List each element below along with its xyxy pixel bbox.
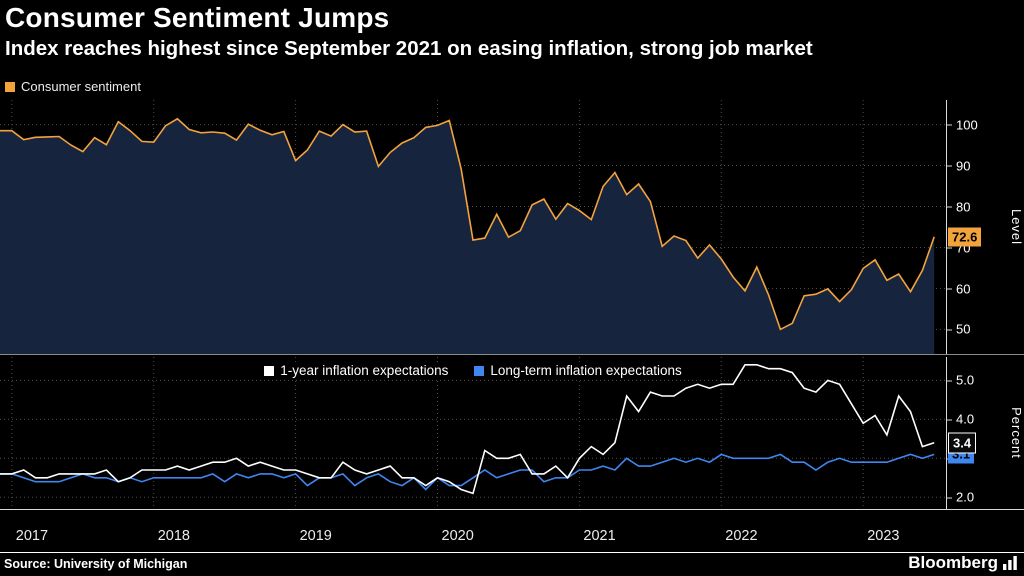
y-tick-label: 2.0 bbox=[946, 489, 975, 505]
bloomberg-logo-icon bbox=[1003, 556, 1017, 570]
y-tick-label: 80 bbox=[946, 199, 971, 214]
legend-swatch-orange bbox=[5, 81, 15, 92]
bloomberg-brand-text: Bloomberg bbox=[908, 553, 998, 572]
source-text: Source: University of Michigan bbox=[4, 557, 188, 571]
page-subtitle: Index reaches highest since September 20… bbox=[5, 37, 813, 60]
inflation-legend: 1-year inflation expectations Long-term … bbox=[0, 362, 946, 379]
inflation-chart-panel: 1-year inflation expectations Long-term … bbox=[0, 357, 1024, 509]
y-tick-label: 90 bbox=[946, 158, 971, 173]
x-tick-label: 2023 bbox=[867, 528, 900, 544]
y-tick-label: 50 bbox=[946, 321, 971, 337]
inflation-y-axis: Percent 3.4 3.1 2.03.04.05.0 bbox=[946, 357, 1024, 509]
legend-label-1yr: 1-year inflation expectations bbox=[280, 363, 449, 378]
x-axis-line bbox=[0, 509, 1024, 510]
y-tick-label: 60 bbox=[946, 281, 971, 296]
sentiment-y-axis: Level 72.6 50 60 70 80 90 100 bbox=[946, 100, 1024, 354]
inflation-chart bbox=[0, 357, 946, 509]
panel-divider bbox=[0, 354, 1024, 355]
legend-label-sentiment: Consumer sentiment bbox=[21, 79, 141, 94]
y-axis-unit-percent: Percent bbox=[1009, 407, 1024, 459]
page-title: Consumer Sentiment Jumps bbox=[5, 2, 390, 33]
y-tick-label: 100 bbox=[947, 117, 978, 133]
x-tick-label: 2022 bbox=[725, 528, 758, 544]
legend-item-longterm: Long-term inflation expectations bbox=[469, 362, 687, 379]
sentiment-legend: Consumer sentiment bbox=[5, 79, 141, 94]
x-tick-label: 2020 bbox=[441, 528, 474, 544]
y-tick-label: 4.0 bbox=[946, 411, 975, 427]
footer-rule bbox=[0, 552, 1024, 553]
sentiment-chart-panel: Level 72.6 50 60 70 80 90 100 bbox=[0, 100, 1024, 354]
sentiment-value-badge: 72.6 bbox=[948, 227, 982, 247]
x-axis-labels: 2017 2018 2019 2020 2021 2022 2023 bbox=[0, 524, 1024, 550]
y-tick-label: 5.0 bbox=[946, 372, 975, 388]
x-tick-label: 2021 bbox=[583, 528, 616, 544]
legend-label-longterm: Long-term inflation expectations bbox=[490, 363, 682, 378]
y-axis-unit-level: Level bbox=[1009, 208, 1024, 246]
sentiment-chart bbox=[0, 100, 946, 354]
x-tick-label: 2017 bbox=[15, 528, 49, 544]
legend-swatch-blue bbox=[474, 365, 485, 376]
one-year-expectation-badge: 3.4 bbox=[948, 432, 977, 454]
legend-item-1yr: 1-year inflation expectations bbox=[259, 362, 454, 379]
bloomberg-wordmark: Bloomberg bbox=[908, 553, 1018, 573]
legend-swatch-white bbox=[264, 365, 275, 376]
x-tick-label: 2019 bbox=[299, 528, 332, 544]
x-tick-label: 2018 bbox=[157, 528, 190, 544]
